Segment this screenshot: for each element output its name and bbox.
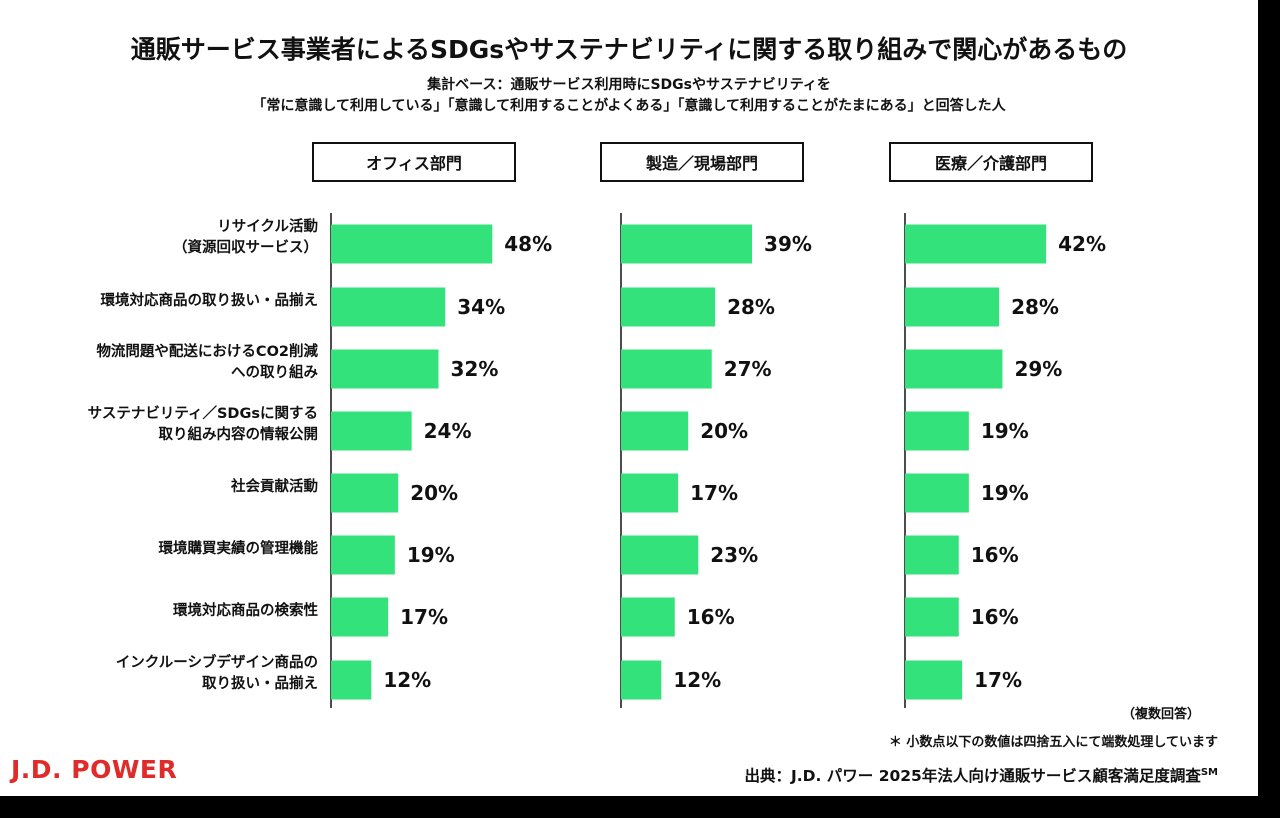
value-label-manufacturing-6: 16% bbox=[687, 605, 735, 629]
value-label-manufacturing-2: 27% bbox=[724, 357, 772, 381]
value-label-medical-7: 17% bbox=[974, 668, 1022, 692]
chart-title: 通販サービス事業者によるSDGsやサステナビリティに関する取り組みで関心があるも… bbox=[130, 35, 1128, 64]
category-label-4: 社会貢献活動 bbox=[20, 477, 318, 498]
value-label-office-6: 17% bbox=[400, 605, 448, 629]
value-label-manufacturing-1: 28% bbox=[727, 295, 775, 319]
category-label-7: インクルーシブデザイン商品の取り扱い・品揃え bbox=[20, 653, 318, 695]
bar-manufacturing-4 bbox=[621, 473, 679, 513]
bar-medical-3 bbox=[905, 411, 969, 451]
bar-manufacturing-6 bbox=[621, 597, 675, 637]
source-note: 出典：J.D. パワー 2025年法人向け通販サービス顧客満足度調査SM bbox=[745, 764, 1219, 786]
value-label-medical-4: 19% bbox=[981, 481, 1029, 505]
bar-office-3 bbox=[331, 411, 412, 451]
category-label-line: 物流問題や配送におけるCO2削減 bbox=[96, 344, 318, 360]
category-label-5: 環境購買実績の管理機能 bbox=[20, 539, 319, 560]
value-label-manufacturing-5: 23% bbox=[710, 543, 758, 567]
bar-manufacturing-1 bbox=[621, 287, 716, 327]
subtitle-line-1: 集計ベース：通販サービス利用時にSDGsやサステナビリティを bbox=[427, 77, 831, 93]
bar-manufacturing-0 bbox=[621, 224, 753, 264]
bar-office-2 bbox=[331, 349, 439, 389]
category-label-line: 環境購買実績の管理機能 bbox=[158, 540, 319, 557]
panel-header-manufacturing: 製造／現場部門 bbox=[600, 142, 804, 182]
bar-manufacturing-7 bbox=[621, 660, 662, 700]
bar-office-4 bbox=[331, 473, 399, 513]
value-label-office-0: 48% bbox=[504, 232, 552, 256]
panel-header-medical: 医療／介護部門 bbox=[889, 142, 1093, 182]
value-label-medical-0: 42% bbox=[1058, 232, 1106, 256]
category-label-line: 環境対応商品の検索性 bbox=[173, 602, 318, 619]
multiple-answer-note: （複数回答） bbox=[1121, 707, 1200, 722]
category-label-line: 環境対応商品の取り扱い・品揃え bbox=[100, 292, 319, 309]
category-label-6: 環境対応商品の検索性 bbox=[20, 601, 318, 622]
value-label-office-3: 24% bbox=[424, 419, 472, 443]
value-label-medical-2: 29% bbox=[1014, 357, 1062, 381]
bar-medical-7 bbox=[905, 660, 963, 700]
subtitle-line-2: 「常に意識して利用している」「意識して利用することがよくある」「意識して利用する… bbox=[252, 98, 1006, 114]
value-label-office-4: 20% bbox=[410, 481, 458, 505]
bar-medical-2 bbox=[905, 349, 1003, 389]
value-label-manufacturing-4: 17% bbox=[690, 481, 738, 505]
jd-power-logo: J.D. POWER bbox=[11, 755, 178, 784]
category-label-line: 取り扱い・品揃え bbox=[202, 676, 318, 692]
value-label-office-2: 32% bbox=[451, 357, 499, 381]
category-label-line: への取り組み bbox=[231, 365, 318, 381]
value-label-manufacturing-3: 20% bbox=[700, 419, 748, 443]
category-label-line: 社会貢献活動 bbox=[231, 478, 318, 495]
value-label-medical-3: 19% bbox=[981, 419, 1029, 443]
category-label-1: 環境対応商品の取り扱い・品揃え bbox=[20, 291, 319, 312]
category-label-line: （資源回収サービス） bbox=[173, 240, 318, 256]
bar-medical-1 bbox=[905, 287, 1000, 327]
value-label-medical-5: 16% bbox=[971, 543, 1019, 567]
category-label-0: リサイクル活動 （資源回収サービス） bbox=[20, 217, 318, 259]
value-label-manufacturing-0: 39% bbox=[764, 232, 812, 256]
value-label-manufacturing-7: 12% bbox=[673, 668, 721, 692]
rounding-note: ＊ 小数点以下の数値は四捨五入にて端数処理しています bbox=[888, 735, 1218, 750]
category-label-line: インクルーシブデザイン商品の bbox=[115, 655, 318, 671]
category-label-2: 物流問題や配送におけるCO2削減への取り組み bbox=[20, 342, 318, 384]
value-label-office-5: 19% bbox=[407, 543, 455, 567]
bar-medical-6 bbox=[905, 597, 959, 637]
category-label-3: サステナビリティ／SDGsに関する取り組み内容の情報公開 bbox=[20, 404, 318, 446]
slide: 通販サービス事業者によるSDGsやサステナビリティに関する取り組みで関心があるも… bbox=[0, 0, 1258, 796]
value-label-medical-1: 28% bbox=[1011, 295, 1059, 319]
bar-office-6 bbox=[331, 597, 389, 637]
source-text: 出典：J.D. パワー 2025年法人向け通販サービス顧客満足度調査 bbox=[744, 767, 1201, 785]
panel-header-office: オフィス部門 bbox=[312, 142, 516, 182]
value-label-medical-6: 16% bbox=[971, 605, 1019, 629]
bar-office-0 bbox=[331, 224, 493, 264]
bar-medical-5 bbox=[905, 535, 959, 575]
bar-medical-0 bbox=[905, 224, 1047, 264]
bar-medical-4 bbox=[905, 473, 969, 513]
bar-manufacturing-5 bbox=[621, 535, 699, 575]
category-label-line: リサイクル活動 bbox=[217, 219, 318, 235]
bar-manufacturing-3 bbox=[621, 411, 689, 451]
category-label-line: 取り組み内容の情報公開 bbox=[158, 427, 319, 443]
service-mark: SM bbox=[1200, 766, 1218, 778]
value-label-office-7: 12% bbox=[383, 668, 431, 692]
bar-office-5 bbox=[331, 535, 395, 575]
value-label-office-1: 34% bbox=[457, 295, 505, 319]
category-label-line: サステナビリティ／SDGsに関する bbox=[87, 406, 318, 422]
bar-chart: 48% 34% 32% 24% 20% 19% 17% 12% 39% 28% 27% 20% 17% 2… bbox=[330, 213, 1106, 708]
bar-office-1 bbox=[331, 287, 446, 327]
bar-office-7 bbox=[331, 660, 372, 700]
bar-manufacturing-2 bbox=[621, 349, 712, 389]
